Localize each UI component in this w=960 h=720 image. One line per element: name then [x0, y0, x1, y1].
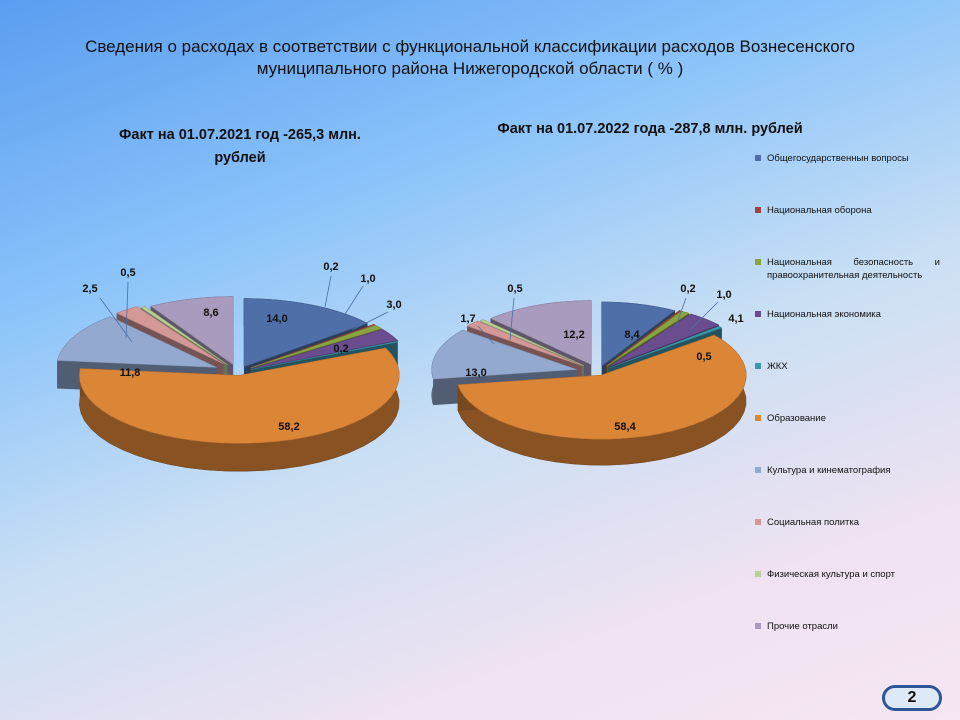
data-label: 0,5	[696, 351, 711, 363]
legend-item: Национальная экономика	[755, 308, 940, 321]
data-label: 0,5	[507, 283, 522, 295]
legend-swatch	[755, 207, 761, 213]
data-label: 14,0	[266, 313, 287, 325]
legend-swatch	[755, 155, 761, 161]
pie-slice	[116, 306, 224, 365]
pie-slice	[251, 328, 399, 369]
legend-item: Образование	[755, 412, 940, 425]
data-label: 1,0	[716, 289, 731, 301]
legend-item: Прочие отрасли	[755, 620, 940, 633]
pie-slice	[606, 310, 690, 367]
legend-swatch	[755, 259, 761, 265]
legend-swatch	[755, 519, 761, 525]
leader-line	[509, 297, 515, 341]
pie-slice	[601, 301, 676, 367]
legend-label: Прочие отрасли	[767, 621, 838, 632]
pie-slice	[57, 316, 217, 368]
leader-line	[339, 285, 364, 323]
legend-swatch	[755, 571, 761, 577]
legend-label: Национальная оборона	[767, 205, 872, 216]
pie-slice	[489, 300, 592, 366]
pie-slice	[250, 324, 376, 368]
pie-2021-title: Факт на 01.07.2021 год -265,3 млн. рубле…	[119, 127, 361, 166]
pie-slice	[457, 334, 747, 440]
legend-label: ЖКХ	[767, 361, 788, 372]
leader-line	[125, 281, 129, 339]
legend-label: Культура и кинематография	[767, 465, 891, 476]
data-label: 13,0	[465, 367, 486, 379]
pie-slice	[243, 298, 368, 368]
leader-line	[99, 297, 133, 343]
legend-label: Физическая культура и спорт	[767, 569, 896, 580]
legend-item: ЖКХ	[755, 360, 940, 373]
pie-slice	[608, 313, 720, 367]
leader-line	[351, 311, 389, 331]
data-label: 4,1	[728, 313, 743, 325]
pie-0: 14,0 0,2 1,0 3,0 0,2 58,2 11,8 2,5 0,5 8,6	[57, 261, 402, 472]
legend-item: Социальная политка	[755, 516, 940, 529]
pie-2022-title: Факт на 01.07.2022 года -287,8 млн. рубл…	[497, 121, 803, 137]
data-label: 0,2	[333, 343, 348, 355]
data-label: 0,2	[680, 283, 695, 295]
data-label: 1,7	[460, 313, 475, 325]
pie-1: 8,4 0,2 1,0 4,1 0,5 58,4 13,0 1,7 0,5 12,2	[431, 283, 747, 466]
pie-slice	[466, 320, 582, 366]
leader-line	[689, 301, 719, 331]
legend-label: Общегосударственнын вопросы	[767, 153, 909, 164]
legend-item: Общегосударственнын вопросы	[755, 152, 940, 165]
data-label: 0,5	[120, 267, 135, 279]
legend-item: Культура и кинематография	[755, 464, 940, 477]
data-label: 58,4	[614, 421, 636, 433]
legend-swatch	[755, 415, 761, 421]
data-label: 3,0	[386, 299, 401, 311]
pie-slice	[150, 296, 234, 366]
legend-label: Образование	[767, 413, 826, 424]
leader-line	[477, 325, 495, 345]
legend-swatch	[755, 623, 761, 629]
pie-slice	[608, 325, 722, 369]
leader-line	[324, 275, 332, 308]
page-title: Сведения о расходах в соответствии с фун…	[85, 37, 855, 78]
pie-slice	[250, 324, 383, 369]
legend-item: Национальная оборона	[755, 204, 940, 217]
data-label: 8,6	[203, 307, 218, 319]
data-label: 58,2	[278, 421, 299, 433]
data-label: 12,2	[563, 329, 584, 341]
pie-slice	[78, 347, 400, 444]
legend-label: Социальная политка	[767, 517, 860, 528]
pie-slice	[605, 309, 682, 367]
legend-swatch	[755, 363, 761, 369]
data-label: 0,2	[323, 261, 338, 273]
pie-slice	[479, 319, 585, 366]
legend-label: Национальная экономика	[767, 309, 881, 320]
pie-slice	[431, 329, 577, 380]
legend-swatch	[755, 467, 761, 473]
data-label: 1,0	[360, 273, 375, 285]
pie-slice	[250, 341, 398, 370]
legend-item: Физическая культура и спорт	[755, 568, 940, 581]
legend-label: Национальная безопасность и правоохранит…	[767, 257, 940, 281]
data-label: 8,4	[624, 329, 640, 341]
leader-line	[675, 297, 687, 327]
data-label: 11,8	[120, 367, 141, 379]
pie-slice	[139, 306, 228, 366]
data-label: 2,5	[82, 283, 97, 295]
legend-item: Национальная безопасность и правоохранит…	[755, 256, 940, 282]
legend-swatch	[755, 311, 761, 317]
page-number-badge: 2	[882, 685, 942, 711]
